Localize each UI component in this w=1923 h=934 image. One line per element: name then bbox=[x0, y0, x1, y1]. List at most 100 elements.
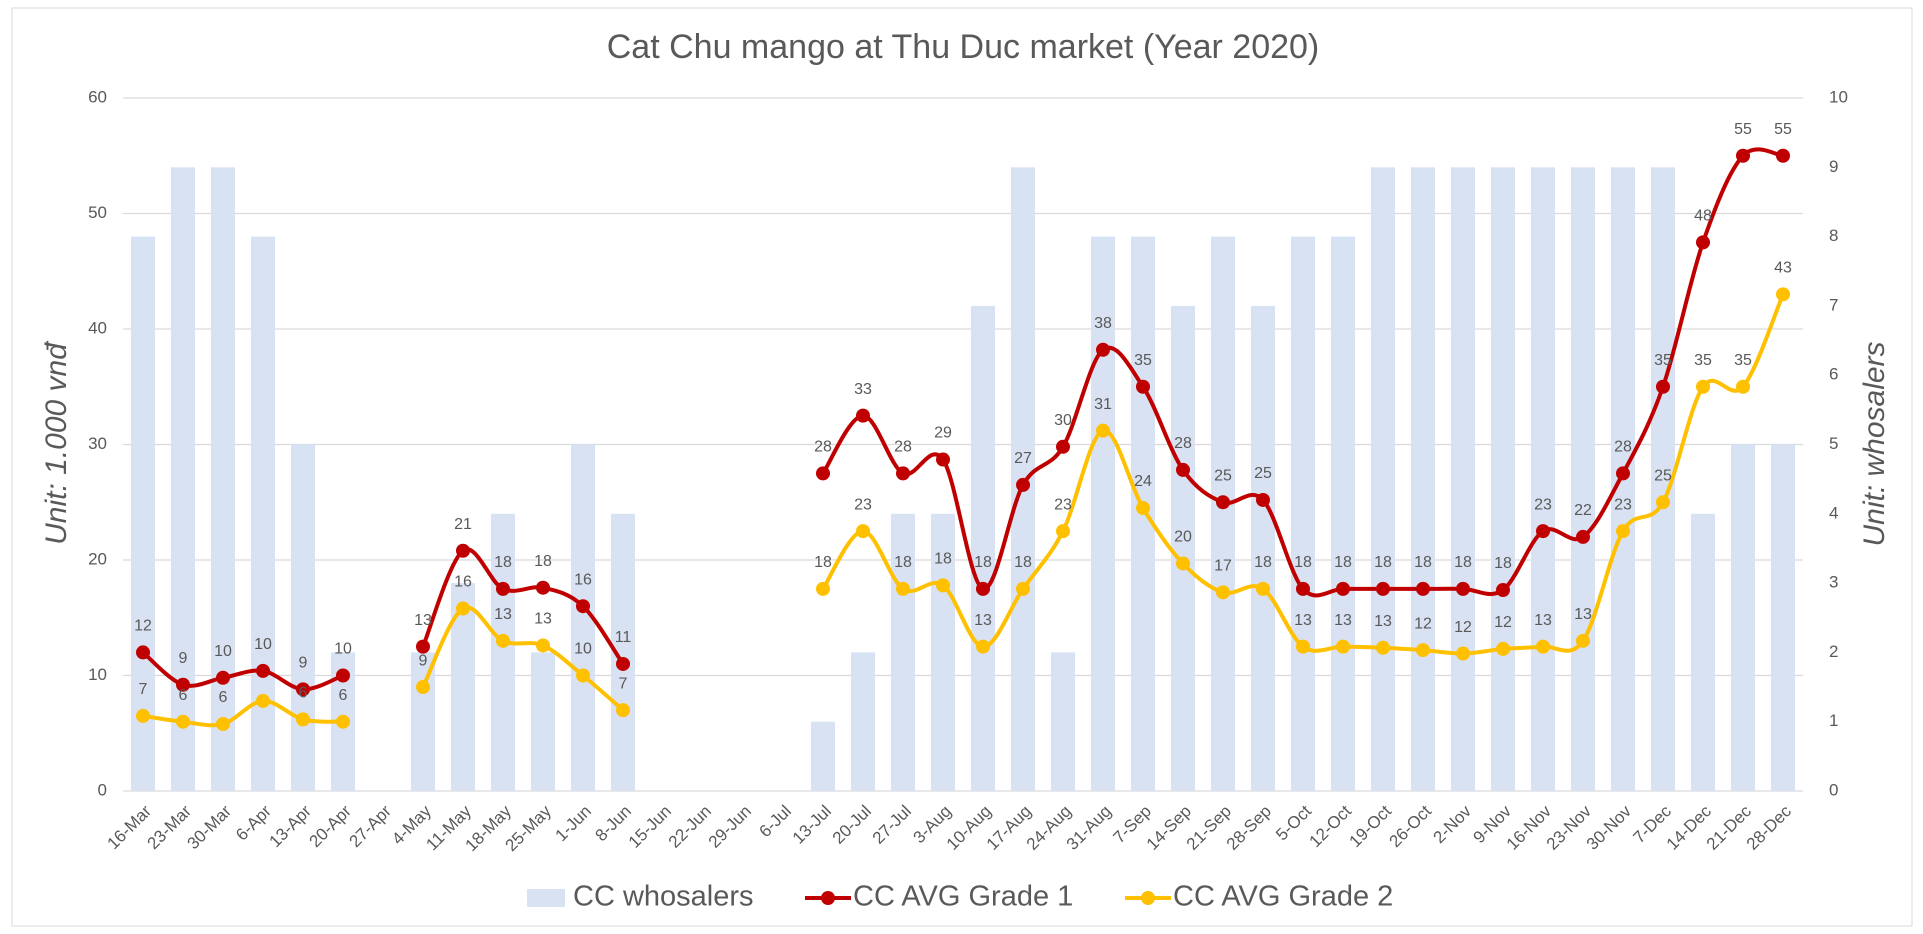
x-tick-label: 28-Dec bbox=[1743, 801, 1796, 854]
marker bbox=[1496, 583, 1510, 598]
line bbox=[821, 147, 1784, 598]
x-tick-label: 1-Jun bbox=[551, 802, 595, 846]
marker bbox=[1096, 423, 1110, 438]
x-tick-label: 2-Nov bbox=[1429, 801, 1475, 847]
marker bbox=[536, 638, 550, 653]
data-label: 13 bbox=[494, 606, 512, 623]
bar bbox=[811, 721, 835, 791]
marker bbox=[856, 408, 870, 423]
marker bbox=[416, 639, 430, 654]
data-label: 11 bbox=[615, 629, 632, 646]
data-label: 6 bbox=[339, 687, 348, 704]
bar bbox=[1251, 305, 1275, 791]
x-tick-label: 23-Mar bbox=[143, 801, 195, 853]
bar bbox=[1171, 305, 1195, 791]
data-label: 12 bbox=[1454, 619, 1472, 636]
marker bbox=[1696, 235, 1710, 250]
bar bbox=[1411, 167, 1435, 792]
y-tick-label: 50 bbox=[88, 203, 107, 222]
data-label: 16 bbox=[574, 571, 592, 588]
marker bbox=[336, 668, 350, 683]
data-label: 9 bbox=[299, 655, 308, 672]
chart-title: Cat Chu mango at Thu Duc market (Year 20… bbox=[607, 28, 1320, 66]
y2-tick-label: 3 bbox=[1829, 573, 1838, 592]
x-tick-label: 20-Jul bbox=[829, 802, 875, 848]
data-label: 13 bbox=[1334, 612, 1352, 629]
x-tick-label: 13-Jul bbox=[789, 802, 835, 848]
marker bbox=[1256, 492, 1270, 507]
data-label: 13 bbox=[534, 611, 552, 628]
y2-tick-label: 10 bbox=[1829, 87, 1848, 106]
x-tick-label: 22-Jun bbox=[665, 802, 715, 852]
bar bbox=[1331, 236, 1355, 792]
bar bbox=[1091, 236, 1115, 792]
marker bbox=[1616, 466, 1630, 481]
data-label: 13 bbox=[1374, 613, 1392, 630]
data-label: 23 bbox=[1054, 496, 1072, 513]
data-label: 28 bbox=[894, 439, 912, 456]
marker bbox=[216, 717, 230, 732]
data-label: 18 bbox=[934, 551, 952, 568]
data-label: 18 bbox=[1294, 554, 1312, 571]
marker bbox=[1016, 581, 1030, 596]
marker bbox=[1136, 501, 1150, 516]
marker bbox=[1256, 581, 1270, 596]
data-label: 35 bbox=[1134, 352, 1152, 369]
marker bbox=[1416, 643, 1430, 658]
data-label: 28 bbox=[1174, 435, 1192, 452]
bar bbox=[1491, 167, 1515, 792]
x-tick-label: 26-Oct bbox=[1385, 801, 1435, 851]
data-label: 38 bbox=[1094, 315, 1112, 332]
data-label: 9 bbox=[179, 650, 188, 667]
data-label: 18 bbox=[1334, 554, 1352, 571]
x-tick-label: 27-Apr bbox=[345, 801, 395, 851]
y2-tick-label: 6 bbox=[1829, 365, 1838, 384]
marker bbox=[496, 633, 510, 648]
x-tick-label: 13-Apr bbox=[265, 801, 315, 851]
data-label: 13 bbox=[974, 612, 992, 629]
data-label: 31 bbox=[1094, 396, 1112, 413]
marker bbox=[456, 601, 470, 616]
bar bbox=[931, 513, 955, 791]
data-label: 25 bbox=[1654, 467, 1672, 484]
data-label: 18 bbox=[1494, 555, 1512, 572]
marker bbox=[1176, 462, 1190, 477]
marker bbox=[936, 452, 950, 467]
data-label: 20 bbox=[1174, 529, 1192, 546]
marker bbox=[1496, 641, 1510, 656]
x-tick-label: 30-Nov bbox=[1583, 801, 1636, 854]
data-label: 55 bbox=[1734, 121, 1752, 138]
data-label: 23 bbox=[1534, 496, 1552, 513]
x-tick-label: 16-Mar bbox=[103, 801, 155, 853]
data-label: 18 bbox=[974, 554, 992, 571]
data-label: 13 bbox=[1534, 612, 1552, 629]
marker bbox=[1576, 529, 1590, 544]
marker bbox=[1016, 477, 1030, 492]
y2-tick-label: 0 bbox=[1829, 780, 1838, 799]
marker bbox=[256, 693, 270, 708]
y2-tick-label: 2 bbox=[1829, 642, 1838, 661]
marker bbox=[1096, 342, 1110, 357]
y2-tick-label: 1 bbox=[1829, 711, 1838, 730]
marker bbox=[1736, 379, 1750, 394]
marker bbox=[136, 708, 150, 723]
marker bbox=[1376, 581, 1390, 596]
data-label: 7 bbox=[139, 681, 148, 698]
data-label: 18 bbox=[1454, 554, 1472, 571]
bar bbox=[1451, 167, 1475, 792]
data-label: 13 bbox=[414, 612, 432, 629]
x-tick-label: 25-May bbox=[501, 801, 555, 855]
data-label: 10 bbox=[254, 636, 272, 653]
data-label: 13 bbox=[1294, 612, 1312, 629]
marker bbox=[1536, 524, 1550, 539]
data-label: 18 bbox=[814, 554, 832, 571]
marker bbox=[176, 714, 190, 729]
bar bbox=[1731, 444, 1755, 791]
data-label: 18 bbox=[1374, 554, 1392, 571]
marker bbox=[1456, 646, 1470, 661]
marker bbox=[1416, 581, 1430, 596]
data-label: 17 bbox=[1214, 558, 1232, 575]
data-label: 22 bbox=[1574, 502, 1592, 519]
marker bbox=[1056, 524, 1070, 539]
